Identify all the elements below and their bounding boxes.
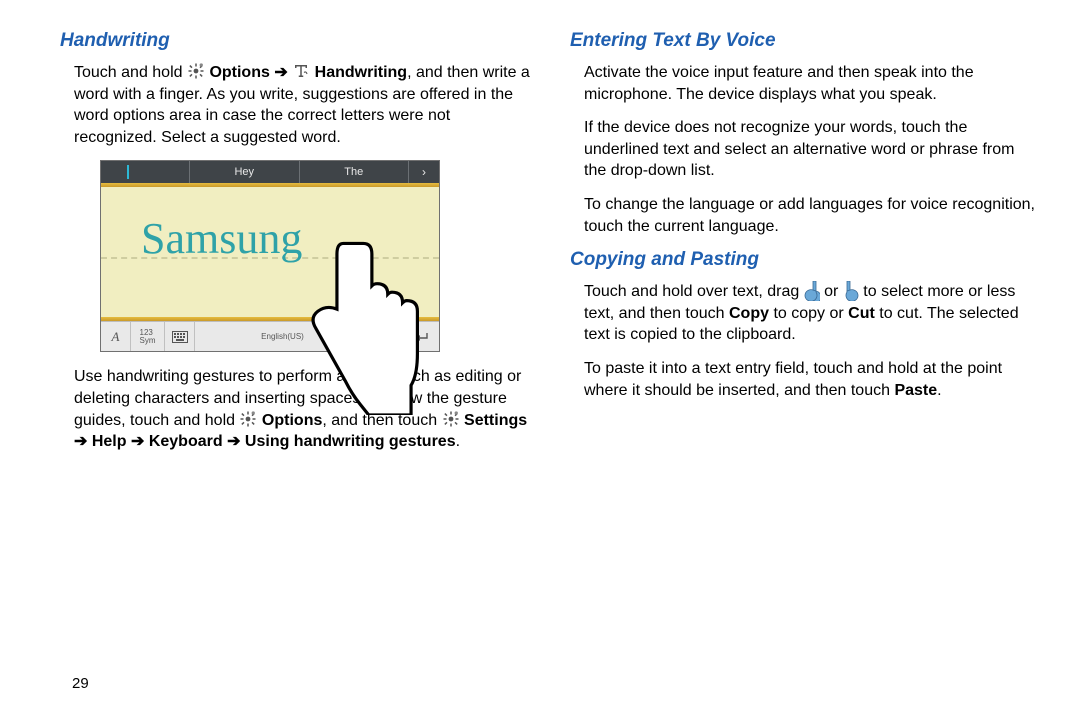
- font-style-key: A: [101, 322, 131, 351]
- handwritten-sample: Samsung: [141, 213, 302, 264]
- voice-p1: Activate the voice input feature and the…: [570, 62, 1040, 105]
- arrow: ➔: [274, 64, 292, 81]
- heading-copy-paste: Copying and Pasting: [570, 249, 1040, 271]
- heading-handwriting: Handwriting: [60, 30, 530, 52]
- handwriting-illustration: Hey The › Samsung A 123 Sym: [100, 160, 440, 352]
- t-icon: [292, 62, 310, 80]
- voice-p3: To change the language or add languages …: [570, 194, 1040, 237]
- text: .: [456, 433, 460, 450]
- selection-handle-right-icon: [843, 281, 859, 301]
- left-column: Handwriting Touch and hold Options ➔ Han…: [60, 30, 530, 465]
- suggestion-word-2: The: [300, 166, 409, 178]
- cut-label: Cut: [848, 305, 875, 322]
- options-label: Options: [209, 64, 269, 81]
- text: .: [937, 382, 941, 399]
- voice-p2: If the device does not recognize your wo…: [570, 117, 1040, 182]
- page-number: 29: [72, 675, 89, 692]
- keyboard-icon: [165, 322, 195, 351]
- selection-handle-left-icon: [804, 281, 820, 301]
- copy-p1: Touch and hold over text, drag or to sel…: [570, 281, 1040, 346]
- handwriting-canvas: Samsung: [101, 187, 439, 317]
- gear-icon: [442, 410, 460, 428]
- text: to copy or: [769, 305, 848, 322]
- sym-key: 123 Sym: [131, 322, 165, 351]
- right-column: Entering Text By Voice Activate the voic…: [570, 30, 1040, 465]
- gear-icon: [239, 410, 257, 428]
- handwriting-intro: Touch and hold Options ➔ Handwriting, an…: [60, 62, 530, 148]
- copy-p2: To paste it into a text entry field, tou…: [570, 358, 1040, 401]
- text: Touch and hold: [74, 64, 187, 81]
- copy-label: Copy: [729, 305, 769, 322]
- text: or: [824, 283, 843, 300]
- text: Touch and hold over text, drag: [584, 283, 804, 300]
- hand-pointer-icon: [291, 235, 421, 415]
- handwriting-label: Handwriting: [315, 64, 407, 81]
- suggestion-bar: Hey The ›: [101, 161, 439, 183]
- chevron-right-icon: ›: [409, 165, 439, 179]
- paste-label: Paste: [894, 382, 937, 399]
- heading-voice: Entering Text By Voice: [570, 30, 1040, 52]
- suggestion-word-1: Hey: [190, 166, 299, 178]
- gear-icon: [187, 62, 205, 80]
- manual-page: Handwriting Touch and hold Options ➔ Han…: [0, 0, 1080, 485]
- text-cursor: [127, 165, 129, 179]
